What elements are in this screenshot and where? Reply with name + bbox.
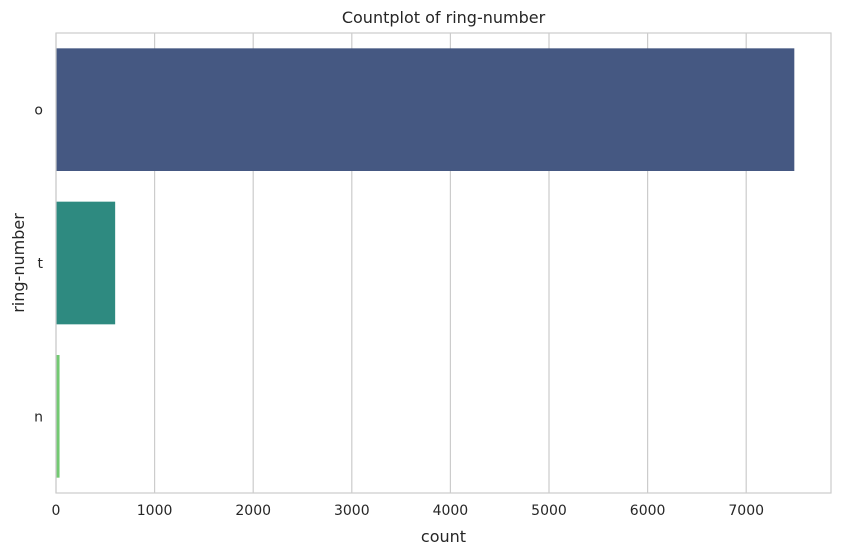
x-tick-label: 1000 — [137, 503, 173, 519]
x-tick-label: 5000 — [531, 503, 567, 519]
bar-o — [56, 48, 795, 172]
x-tick-label: 7000 — [728, 503, 764, 519]
bars — [56, 48, 795, 478]
y-tick-label: o — [34, 103, 43, 119]
x-tick-label: 2000 — [235, 503, 271, 519]
y-tick-labels: o t n — [34, 103, 43, 426]
y-tick-label: t — [38, 256, 44, 272]
chart-title: Countplot of ring-number — [342, 8, 546, 27]
bar-n — [56, 355, 60, 478]
x-axis-label: count — [421, 527, 466, 546]
plot-frame — [55, 32, 832, 494]
x-tick-label: 0 — [52, 503, 61, 519]
x-tick-label: 3000 — [334, 503, 370, 519]
bar-t — [56, 201, 116, 325]
x-tick-label: 4000 — [433, 503, 469, 519]
y-tick-label: n — [34, 409, 43, 425]
y-axis-label: ring-number — [9, 213, 28, 313]
x-tick-label: 6000 — [630, 503, 666, 519]
x-tick-labels: 0 1000 2000 3000 4000 5000 6000 7000 — [52, 503, 764, 519]
